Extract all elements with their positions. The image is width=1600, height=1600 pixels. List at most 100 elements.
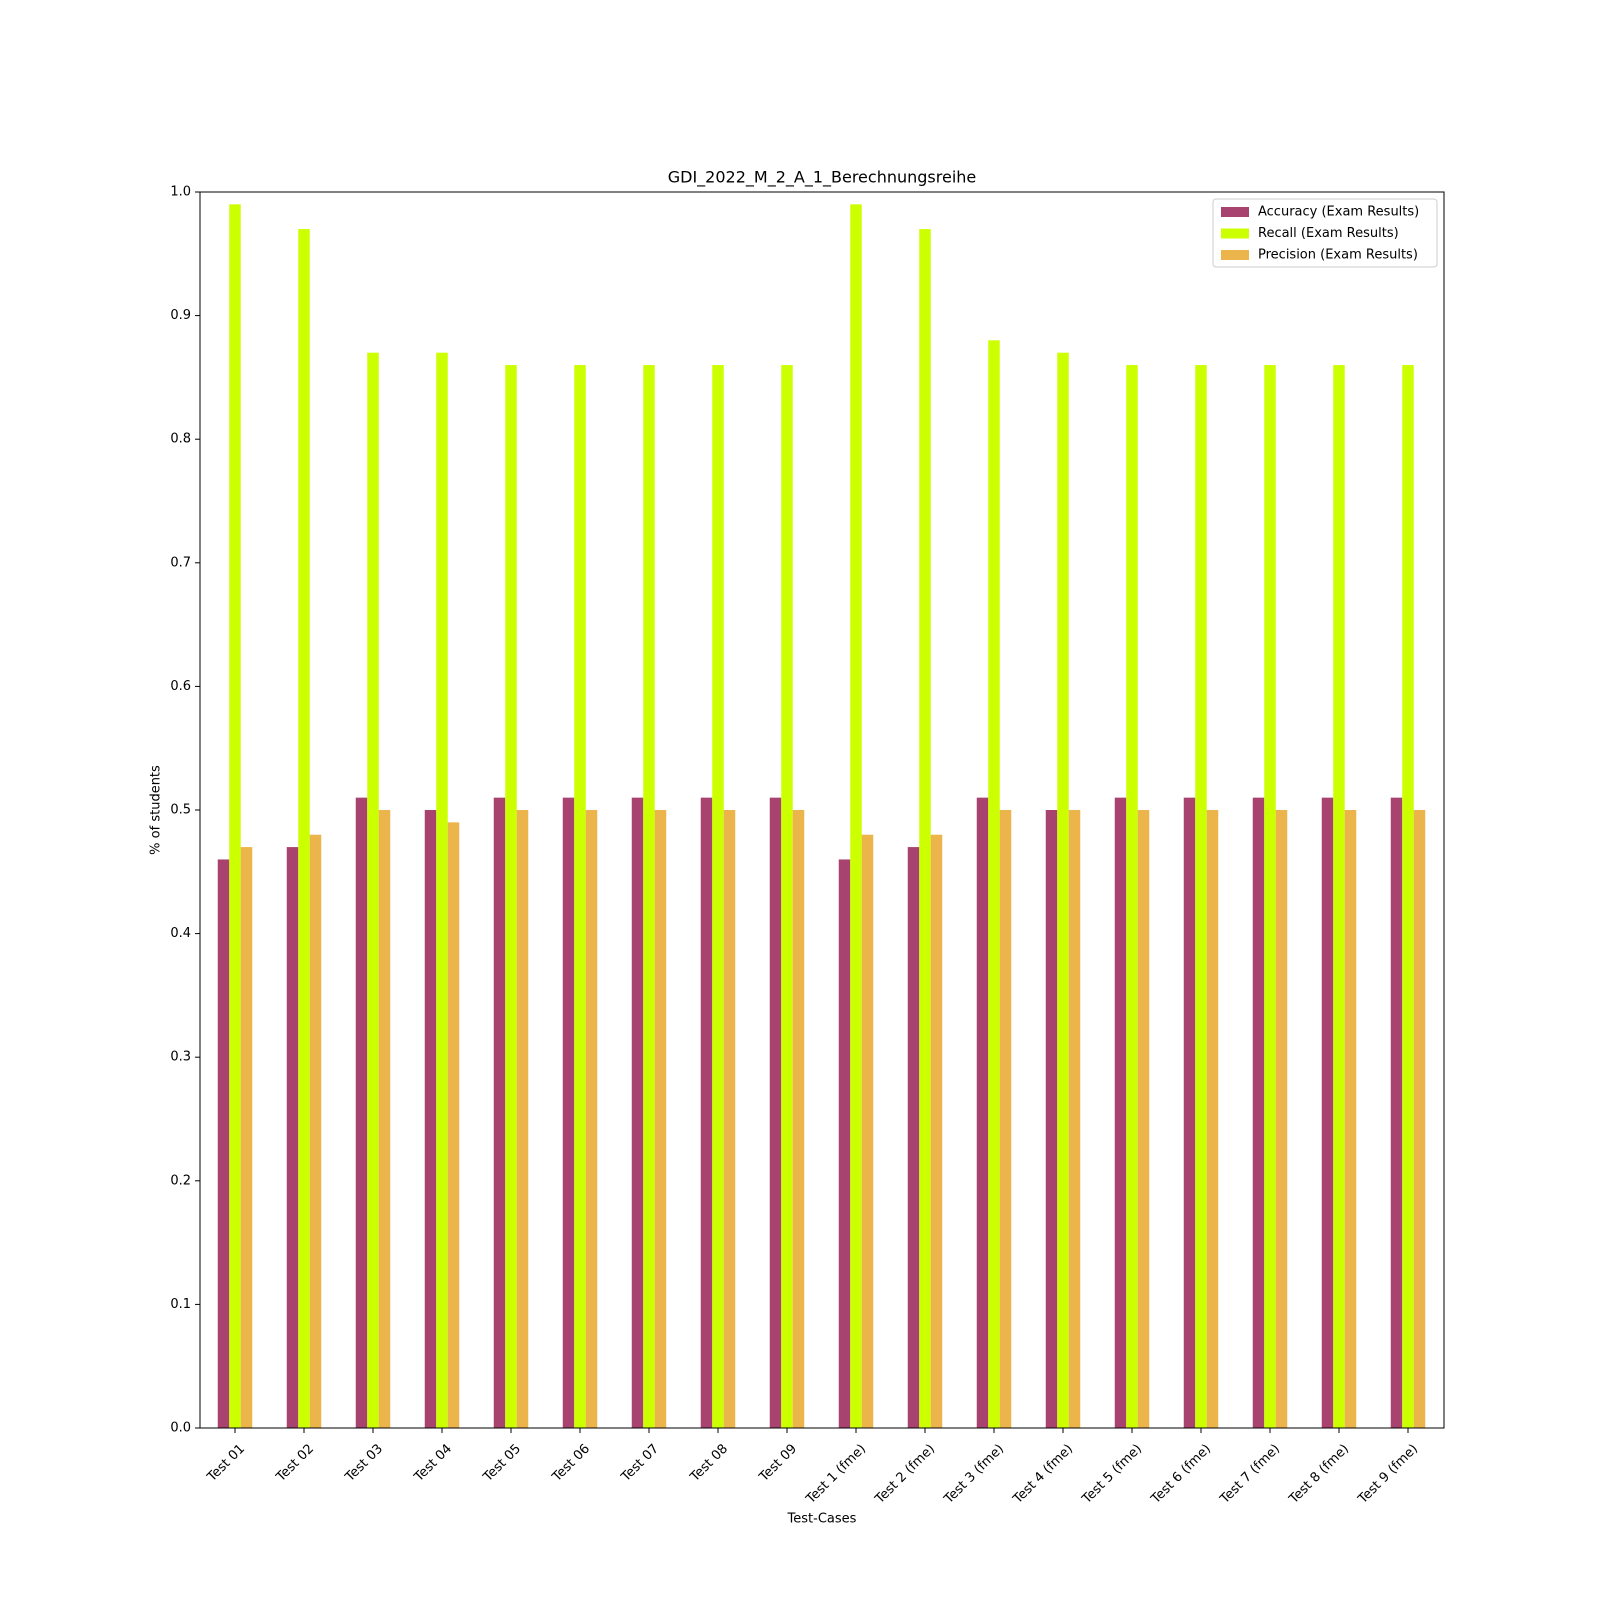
y-axis-label: % of students xyxy=(149,765,164,855)
bar-3-18 xyxy=(1413,810,1426,1428)
bar-1-14 xyxy=(1114,797,1127,1428)
bar-1-16 xyxy=(1252,797,1265,1428)
bar-2-15 xyxy=(1195,365,1207,1428)
bar-2-11 xyxy=(919,229,931,1429)
legend: Accuracy (Exam Results) Recall (Exam Resu… xyxy=(1212,198,1438,268)
x-tick-label: Test 04 xyxy=(411,1441,455,1485)
bar-2-14 xyxy=(1126,365,1138,1428)
bar-3-13 xyxy=(1068,810,1081,1428)
x-tick-label: Test 8 (fme) xyxy=(1286,1441,1352,1507)
bar-2-18 xyxy=(1402,365,1414,1428)
bar-3-15 xyxy=(1206,810,1219,1428)
legend-label: Accuracy (Exam Results) xyxy=(1258,205,1419,220)
bar-1-9 xyxy=(769,797,782,1428)
y-tick-label: 0.9 xyxy=(170,308,191,323)
bar-3-16 xyxy=(1275,810,1288,1428)
bar-1-2 xyxy=(286,847,299,1428)
x-tick-label: Test 02 xyxy=(273,1441,317,1485)
legend-label: Precision (Exam Results) xyxy=(1258,248,1418,263)
bar-1-17 xyxy=(1321,797,1334,1428)
x-tick-label: Test 1 (fme) xyxy=(803,1441,869,1507)
x-tick-label: Test 08 xyxy=(687,1441,731,1485)
bar-1-12 xyxy=(976,797,989,1428)
x-tick-label: Test 9 (fme) xyxy=(1355,1441,1421,1507)
legend-swatch xyxy=(1221,207,1249,217)
bar-2-9 xyxy=(781,365,793,1428)
bar-3-9 xyxy=(792,810,805,1428)
x-tick-label: Test 4 (fme) xyxy=(1010,1441,1076,1507)
bar-2-3 xyxy=(367,352,379,1429)
x-tick-label: Test 07 xyxy=(618,1441,662,1485)
bar-1-18 xyxy=(1390,797,1403,1428)
bars-group xyxy=(217,204,1426,1429)
x-axis: Test 01 Test 02 Test 03 Test 04 Test 05 Test … xyxy=(204,1428,1421,1508)
x-tick-label: Test 03 xyxy=(342,1441,386,1485)
x-tick-label: Test 09 xyxy=(756,1441,800,1485)
bar-3-4 xyxy=(447,822,460,1428)
bar-3-1 xyxy=(240,847,253,1428)
bar-1-8 xyxy=(700,797,713,1428)
legend-swatch xyxy=(1221,228,1249,239)
bar-3-2 xyxy=(309,834,322,1428)
bar-1-15 xyxy=(1183,797,1196,1428)
bar-2-12 xyxy=(988,340,1000,1428)
bar-1-6 xyxy=(562,797,575,1428)
bar-1-3 xyxy=(355,797,368,1428)
bar-3-8 xyxy=(723,810,736,1428)
x-tick-label: Test 01 xyxy=(204,1441,248,1485)
bar-2-10 xyxy=(850,204,862,1429)
legend-label: Recall (Exam Results) xyxy=(1258,226,1399,241)
bar-2-6 xyxy=(574,365,586,1428)
bar-2-4 xyxy=(436,352,448,1429)
x-tick-label: Test 5 (fme) xyxy=(1079,1441,1145,1507)
bar-2-17 xyxy=(1333,365,1345,1428)
bar-2-2 xyxy=(298,229,310,1429)
y-tick-label: 0.7 xyxy=(170,555,191,570)
y-tick-label: 0.0 xyxy=(170,1421,191,1436)
y-tick-label: 0.4 xyxy=(170,926,191,941)
bar-2-16 xyxy=(1264,365,1276,1428)
bar-2-8 xyxy=(712,365,724,1428)
x-tick-label: Test 05 xyxy=(480,1441,524,1485)
bar-3-5 xyxy=(516,810,529,1428)
plot-frame xyxy=(199,191,1445,1429)
chart-title: GDI_2022_M_2_A_1_Berechnungsreihe xyxy=(668,168,977,188)
bar-1-4 xyxy=(424,810,437,1428)
x-tick-label: Test 2 (fme) xyxy=(872,1441,938,1507)
bar-3-3 xyxy=(378,810,391,1428)
bar-3-12 xyxy=(999,810,1012,1428)
bar-1-10 xyxy=(838,859,851,1428)
x-tick-label: Test 06 xyxy=(549,1441,593,1485)
bar-3-17 xyxy=(1344,810,1357,1428)
bar-2-7 xyxy=(643,365,655,1428)
y-tick-label: 0.1 xyxy=(170,1297,191,1312)
x-tick-label: Test 3 (fme) xyxy=(941,1441,1007,1507)
bar-3-6 xyxy=(585,810,598,1428)
bar-3-10 xyxy=(861,834,874,1428)
x-tick-label: Test 7 (fme) xyxy=(1217,1441,1283,1507)
y-tick-label: 0.5 xyxy=(170,803,191,818)
bar-1-13 xyxy=(1045,810,1058,1428)
legend-box xyxy=(1212,198,1438,268)
y-tick-label: 0.2 xyxy=(170,1173,191,1188)
x-tick-label: Test 6 (fme) xyxy=(1148,1441,1214,1507)
legend-swatch xyxy=(1221,250,1249,260)
x-axis-label: Test-Cases xyxy=(787,1512,857,1527)
bar-2-1 xyxy=(229,204,241,1429)
bar-1-11 xyxy=(907,847,920,1428)
bar-2-5 xyxy=(505,365,517,1428)
y-tick-label: 1.0 xyxy=(170,185,191,200)
y-axis: 0.0 0.1 0.2 0.3 0.4 0.5 0.6 0.7 0.8 0.9 1.0 xyxy=(170,185,200,1436)
y-tick-label: 0.6 xyxy=(170,679,191,694)
y-tick-label: 0.8 xyxy=(170,432,191,447)
bar-1-7 xyxy=(631,797,644,1428)
bar-2-13 xyxy=(1057,352,1069,1429)
bar-1-5 xyxy=(493,797,506,1428)
y-tick-label: 0.3 xyxy=(170,1050,191,1065)
bar-3-7 xyxy=(654,810,667,1428)
bar-3-11 xyxy=(930,834,943,1428)
bar-3-14 xyxy=(1137,810,1150,1428)
bar-1-1 xyxy=(217,859,230,1428)
